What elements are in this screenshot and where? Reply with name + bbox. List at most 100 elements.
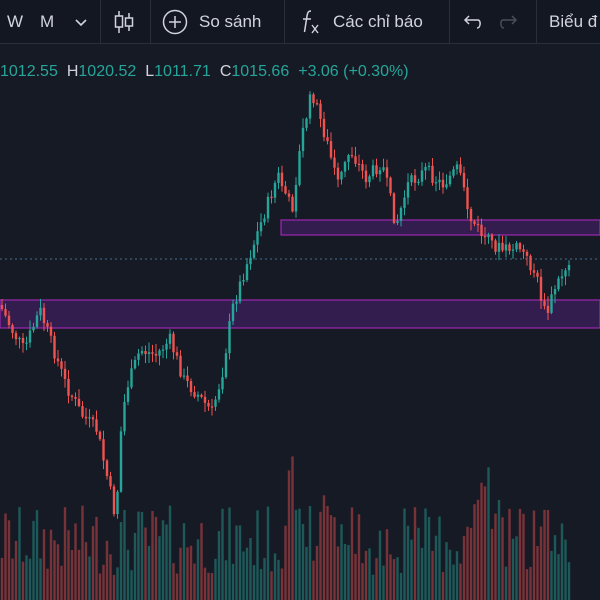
volume-bar xyxy=(322,495,326,600)
redo-button[interactable] xyxy=(498,0,522,44)
candle-body xyxy=(434,182,438,184)
volume-bar xyxy=(238,525,242,600)
candle-body xyxy=(231,303,235,322)
volume-bar xyxy=(95,516,98,600)
volume-bar xyxy=(32,520,35,600)
interval-month-button[interactable]: M xyxy=(40,12,55,31)
chart-type-button[interactable] xyxy=(112,0,138,44)
volume-bar xyxy=(343,543,347,600)
interval-week-button[interactable]: W xyxy=(7,12,24,31)
candle-body xyxy=(81,406,84,417)
candle-body xyxy=(67,378,70,396)
volume-bar xyxy=(109,554,112,600)
volume-bar xyxy=(427,516,431,600)
price-chart[interactable] xyxy=(0,44,600,600)
volume-bar xyxy=(252,565,256,600)
volume-bar xyxy=(305,546,308,600)
candle-body xyxy=(403,197,406,208)
candle-body xyxy=(406,182,410,198)
volume-bar xyxy=(403,508,406,600)
volume-bar xyxy=(480,482,483,600)
volume-bar xyxy=(329,515,333,600)
volume-bar xyxy=(494,513,497,600)
candle-body xyxy=(39,307,42,316)
volume-bar xyxy=(147,545,151,600)
candle-body xyxy=(284,186,287,194)
candle-body xyxy=(126,387,130,402)
candle-body xyxy=(266,196,270,219)
volume-bar xyxy=(501,517,504,600)
candle-body xyxy=(448,175,452,185)
volume-bar xyxy=(77,549,81,600)
volume-bar xyxy=(557,554,560,600)
volume-bar xyxy=(81,505,84,600)
candle-body xyxy=(32,326,35,331)
candle-body xyxy=(329,141,333,158)
volume-bar xyxy=(56,544,60,600)
volume-bar xyxy=(455,551,459,600)
candle-body xyxy=(567,265,571,271)
volume-bar xyxy=(53,540,56,600)
volume-bar xyxy=(179,547,182,600)
volume-bar xyxy=(151,510,154,600)
candle-body xyxy=(546,305,550,313)
candle-body xyxy=(431,165,434,183)
candle-body xyxy=(564,270,567,277)
volume-bar xyxy=(186,547,189,600)
high-label: H xyxy=(66,63,79,80)
candle-body xyxy=(382,167,385,171)
indicators-button[interactable]: Các chỉ báo xyxy=(300,0,423,44)
candle-body xyxy=(63,368,67,379)
candle-body xyxy=(91,417,95,420)
candle-body xyxy=(473,221,476,224)
volume-bar xyxy=(25,555,28,600)
volume-bar xyxy=(361,563,364,600)
candle-body xyxy=(119,431,123,492)
candle-body xyxy=(263,218,266,223)
chart-style-menu[interactable]: Biểu đ xyxy=(549,12,598,31)
volume-bar xyxy=(172,563,175,600)
candle-body xyxy=(378,170,382,175)
candle-body xyxy=(399,207,403,221)
volume-bar xyxy=(91,526,95,600)
candle-body xyxy=(511,249,515,251)
volume-bar xyxy=(347,544,350,600)
volume-bar xyxy=(466,526,469,600)
volume-bar xyxy=(231,563,235,600)
undo-button[interactable] xyxy=(461,0,485,44)
candle-body xyxy=(11,325,14,334)
volume-bar xyxy=(525,569,529,600)
candle-body xyxy=(361,164,364,171)
volume-bar xyxy=(67,530,70,600)
volume-bar xyxy=(536,546,539,600)
candle-body xyxy=(319,103,322,119)
volume-bar xyxy=(126,549,130,600)
candle-body xyxy=(424,166,427,171)
candle-body xyxy=(368,176,371,183)
candle-body xyxy=(532,270,536,273)
candle-body xyxy=(123,401,126,432)
volume-bar xyxy=(413,507,417,600)
volume-bar xyxy=(74,523,77,600)
candle-body xyxy=(392,193,396,223)
volume-bar xyxy=(336,546,340,600)
candle-body xyxy=(144,351,147,354)
plus-circle-icon xyxy=(162,9,188,35)
candle-body xyxy=(116,491,119,515)
interval-dropdown-button[interactable] xyxy=(74,0,92,44)
volume-bar xyxy=(7,520,11,600)
volume-bar xyxy=(158,536,161,600)
volume-bar xyxy=(245,547,249,600)
volume-bar xyxy=(210,572,214,600)
candle-body xyxy=(301,127,305,152)
compare-button[interactable]: So sánh xyxy=(162,0,261,44)
volume-bar xyxy=(396,557,399,600)
candle-body xyxy=(455,164,459,170)
candle-body xyxy=(95,419,98,432)
volume-bar xyxy=(406,525,410,600)
chevron-down-icon xyxy=(75,19,87,27)
candle-body xyxy=(525,251,529,256)
volume-bar xyxy=(98,573,102,600)
candle-body xyxy=(494,240,497,252)
volume-bar xyxy=(207,572,210,600)
